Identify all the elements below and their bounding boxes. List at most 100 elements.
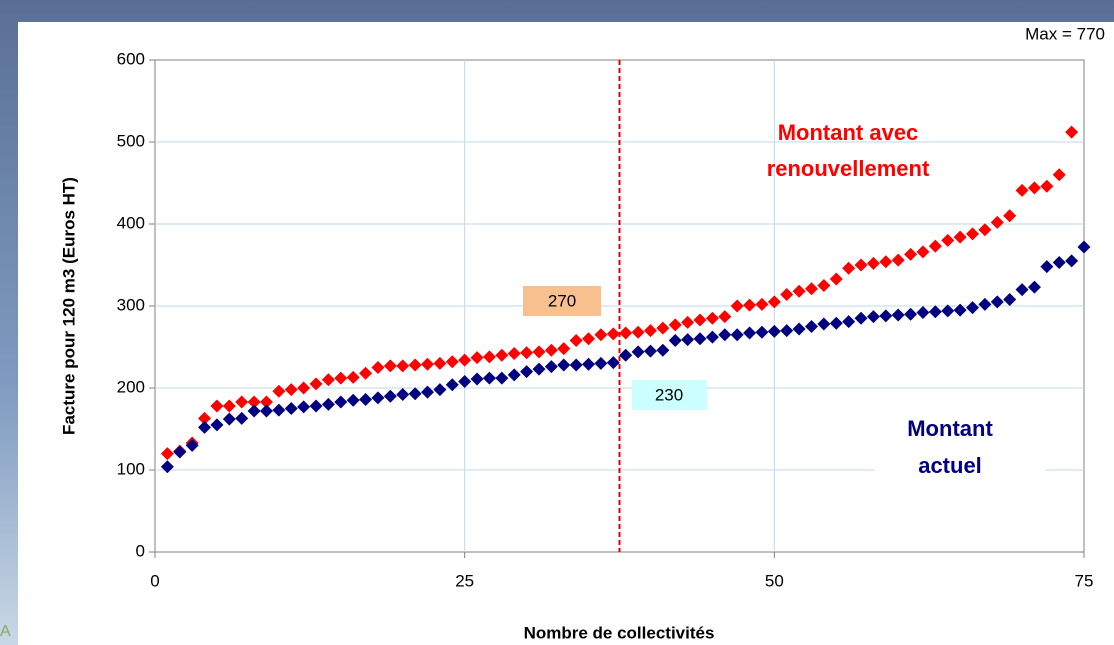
point xyxy=(371,391,385,405)
point xyxy=(445,355,459,369)
point xyxy=(297,381,311,395)
point xyxy=(259,404,273,418)
point xyxy=(569,358,583,372)
point xyxy=(1052,256,1066,270)
point xyxy=(309,399,323,413)
annotation: 230 xyxy=(655,385,683,404)
point xyxy=(705,330,719,344)
point xyxy=(222,412,236,426)
point xyxy=(495,371,509,385)
point xyxy=(904,247,918,261)
point xyxy=(792,284,806,298)
point xyxy=(656,321,670,335)
point xyxy=(421,385,435,399)
point xyxy=(482,371,496,385)
point xyxy=(879,309,893,323)
point xyxy=(842,261,856,275)
point xyxy=(631,345,645,359)
point xyxy=(396,359,410,373)
point xyxy=(383,359,397,373)
point xyxy=(705,311,719,325)
point xyxy=(284,402,298,415)
point xyxy=(1040,179,1054,193)
point xyxy=(210,399,224,413)
point xyxy=(408,387,422,401)
point xyxy=(470,351,484,365)
point xyxy=(854,258,868,272)
point xyxy=(1040,260,1054,274)
y-tick-label: 400 xyxy=(117,213,145,232)
point xyxy=(866,256,880,270)
point xyxy=(284,383,298,397)
point xyxy=(668,318,682,332)
point xyxy=(259,395,273,409)
point xyxy=(235,411,249,425)
series-label: Montant avec xyxy=(778,120,919,145)
point xyxy=(594,356,608,370)
point xyxy=(953,230,967,244)
point xyxy=(941,233,955,247)
point xyxy=(681,315,695,329)
point xyxy=(681,333,695,347)
background-text: A xyxy=(0,623,11,640)
point xyxy=(520,365,534,379)
point xyxy=(606,356,620,370)
y-axis-title: Facture pour 120 m3 (Euros HT) xyxy=(59,177,78,435)
point xyxy=(643,344,657,358)
point xyxy=(346,370,360,384)
point xyxy=(718,310,732,324)
point xyxy=(346,393,360,407)
y-tick-label: 300 xyxy=(117,295,145,314)
point xyxy=(173,445,187,459)
point xyxy=(520,346,534,360)
point xyxy=(866,310,880,324)
point xyxy=(309,377,323,391)
point xyxy=(470,372,484,386)
point xyxy=(767,295,781,309)
point xyxy=(334,395,348,409)
point xyxy=(359,366,373,380)
point xyxy=(1015,283,1029,297)
x-tick-label: 50 xyxy=(765,571,784,590)
point xyxy=(693,313,707,327)
point xyxy=(321,373,335,387)
point xyxy=(371,361,385,374)
point xyxy=(334,371,348,385)
point xyxy=(458,353,472,367)
point xyxy=(928,305,942,319)
point xyxy=(619,326,633,340)
point xyxy=(619,348,633,362)
x-tick-label: 75 xyxy=(1075,571,1094,590)
point xyxy=(557,342,571,356)
point xyxy=(916,306,930,320)
point xyxy=(458,374,472,388)
y-tick-label: 200 xyxy=(117,377,145,396)
point xyxy=(582,332,596,346)
point xyxy=(990,295,1004,309)
point xyxy=(544,360,558,374)
point xyxy=(359,392,373,406)
x-axis-title: Nombre de collectivités xyxy=(524,623,715,642)
point xyxy=(953,303,967,317)
point xyxy=(1015,183,1029,197)
point xyxy=(1052,168,1066,182)
point xyxy=(445,378,459,392)
point xyxy=(433,356,447,370)
point xyxy=(941,304,955,318)
point xyxy=(879,255,893,269)
point xyxy=(247,404,261,418)
point xyxy=(891,308,905,322)
point xyxy=(606,327,620,341)
annotation-box xyxy=(523,286,601,316)
point xyxy=(904,307,918,321)
point xyxy=(978,297,992,311)
point xyxy=(767,324,781,338)
point xyxy=(396,388,410,402)
point xyxy=(668,333,682,347)
point xyxy=(532,362,546,376)
point xyxy=(804,282,818,296)
point xyxy=(160,460,174,474)
x-tick-label: 0 xyxy=(150,571,159,590)
point xyxy=(916,245,930,259)
point xyxy=(817,279,831,292)
